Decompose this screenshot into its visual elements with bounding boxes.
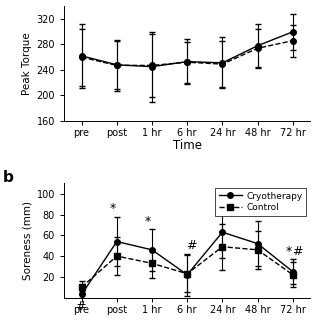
Legend: Cryotherapy, Control: Cryotherapy, Control xyxy=(215,188,306,216)
Y-axis label: Soreness (mm): Soreness (mm) xyxy=(22,201,32,280)
Control xyxy=(291,273,295,277)
Control xyxy=(115,254,119,258)
Text: *: * xyxy=(250,206,257,219)
Text: *: * xyxy=(109,202,116,215)
Text: #: # xyxy=(75,300,85,313)
Control xyxy=(150,261,154,265)
Line: Control: Control xyxy=(79,244,296,290)
Text: *: * xyxy=(215,192,221,205)
Cryotherapy xyxy=(291,270,295,274)
Cryotherapy xyxy=(256,242,260,245)
Text: #: # xyxy=(292,244,302,258)
Cryotherapy xyxy=(80,292,84,296)
Cryotherapy xyxy=(115,240,119,244)
Cryotherapy xyxy=(185,273,189,277)
Text: *: * xyxy=(145,214,151,228)
Text: *: * xyxy=(285,244,292,258)
Control xyxy=(256,248,260,252)
Y-axis label: Peak Torque: Peak Torque xyxy=(22,32,32,95)
X-axis label: Time: Time xyxy=(173,139,202,152)
Text: #: # xyxy=(221,192,232,205)
Control xyxy=(220,245,224,249)
Cryotherapy xyxy=(150,248,154,252)
Text: b: b xyxy=(3,170,13,185)
Control xyxy=(185,272,189,276)
Text: #: # xyxy=(186,239,197,252)
Control xyxy=(80,285,84,289)
Line: Cryotherapy: Cryotherapy xyxy=(79,229,296,297)
Cryotherapy xyxy=(220,230,224,234)
